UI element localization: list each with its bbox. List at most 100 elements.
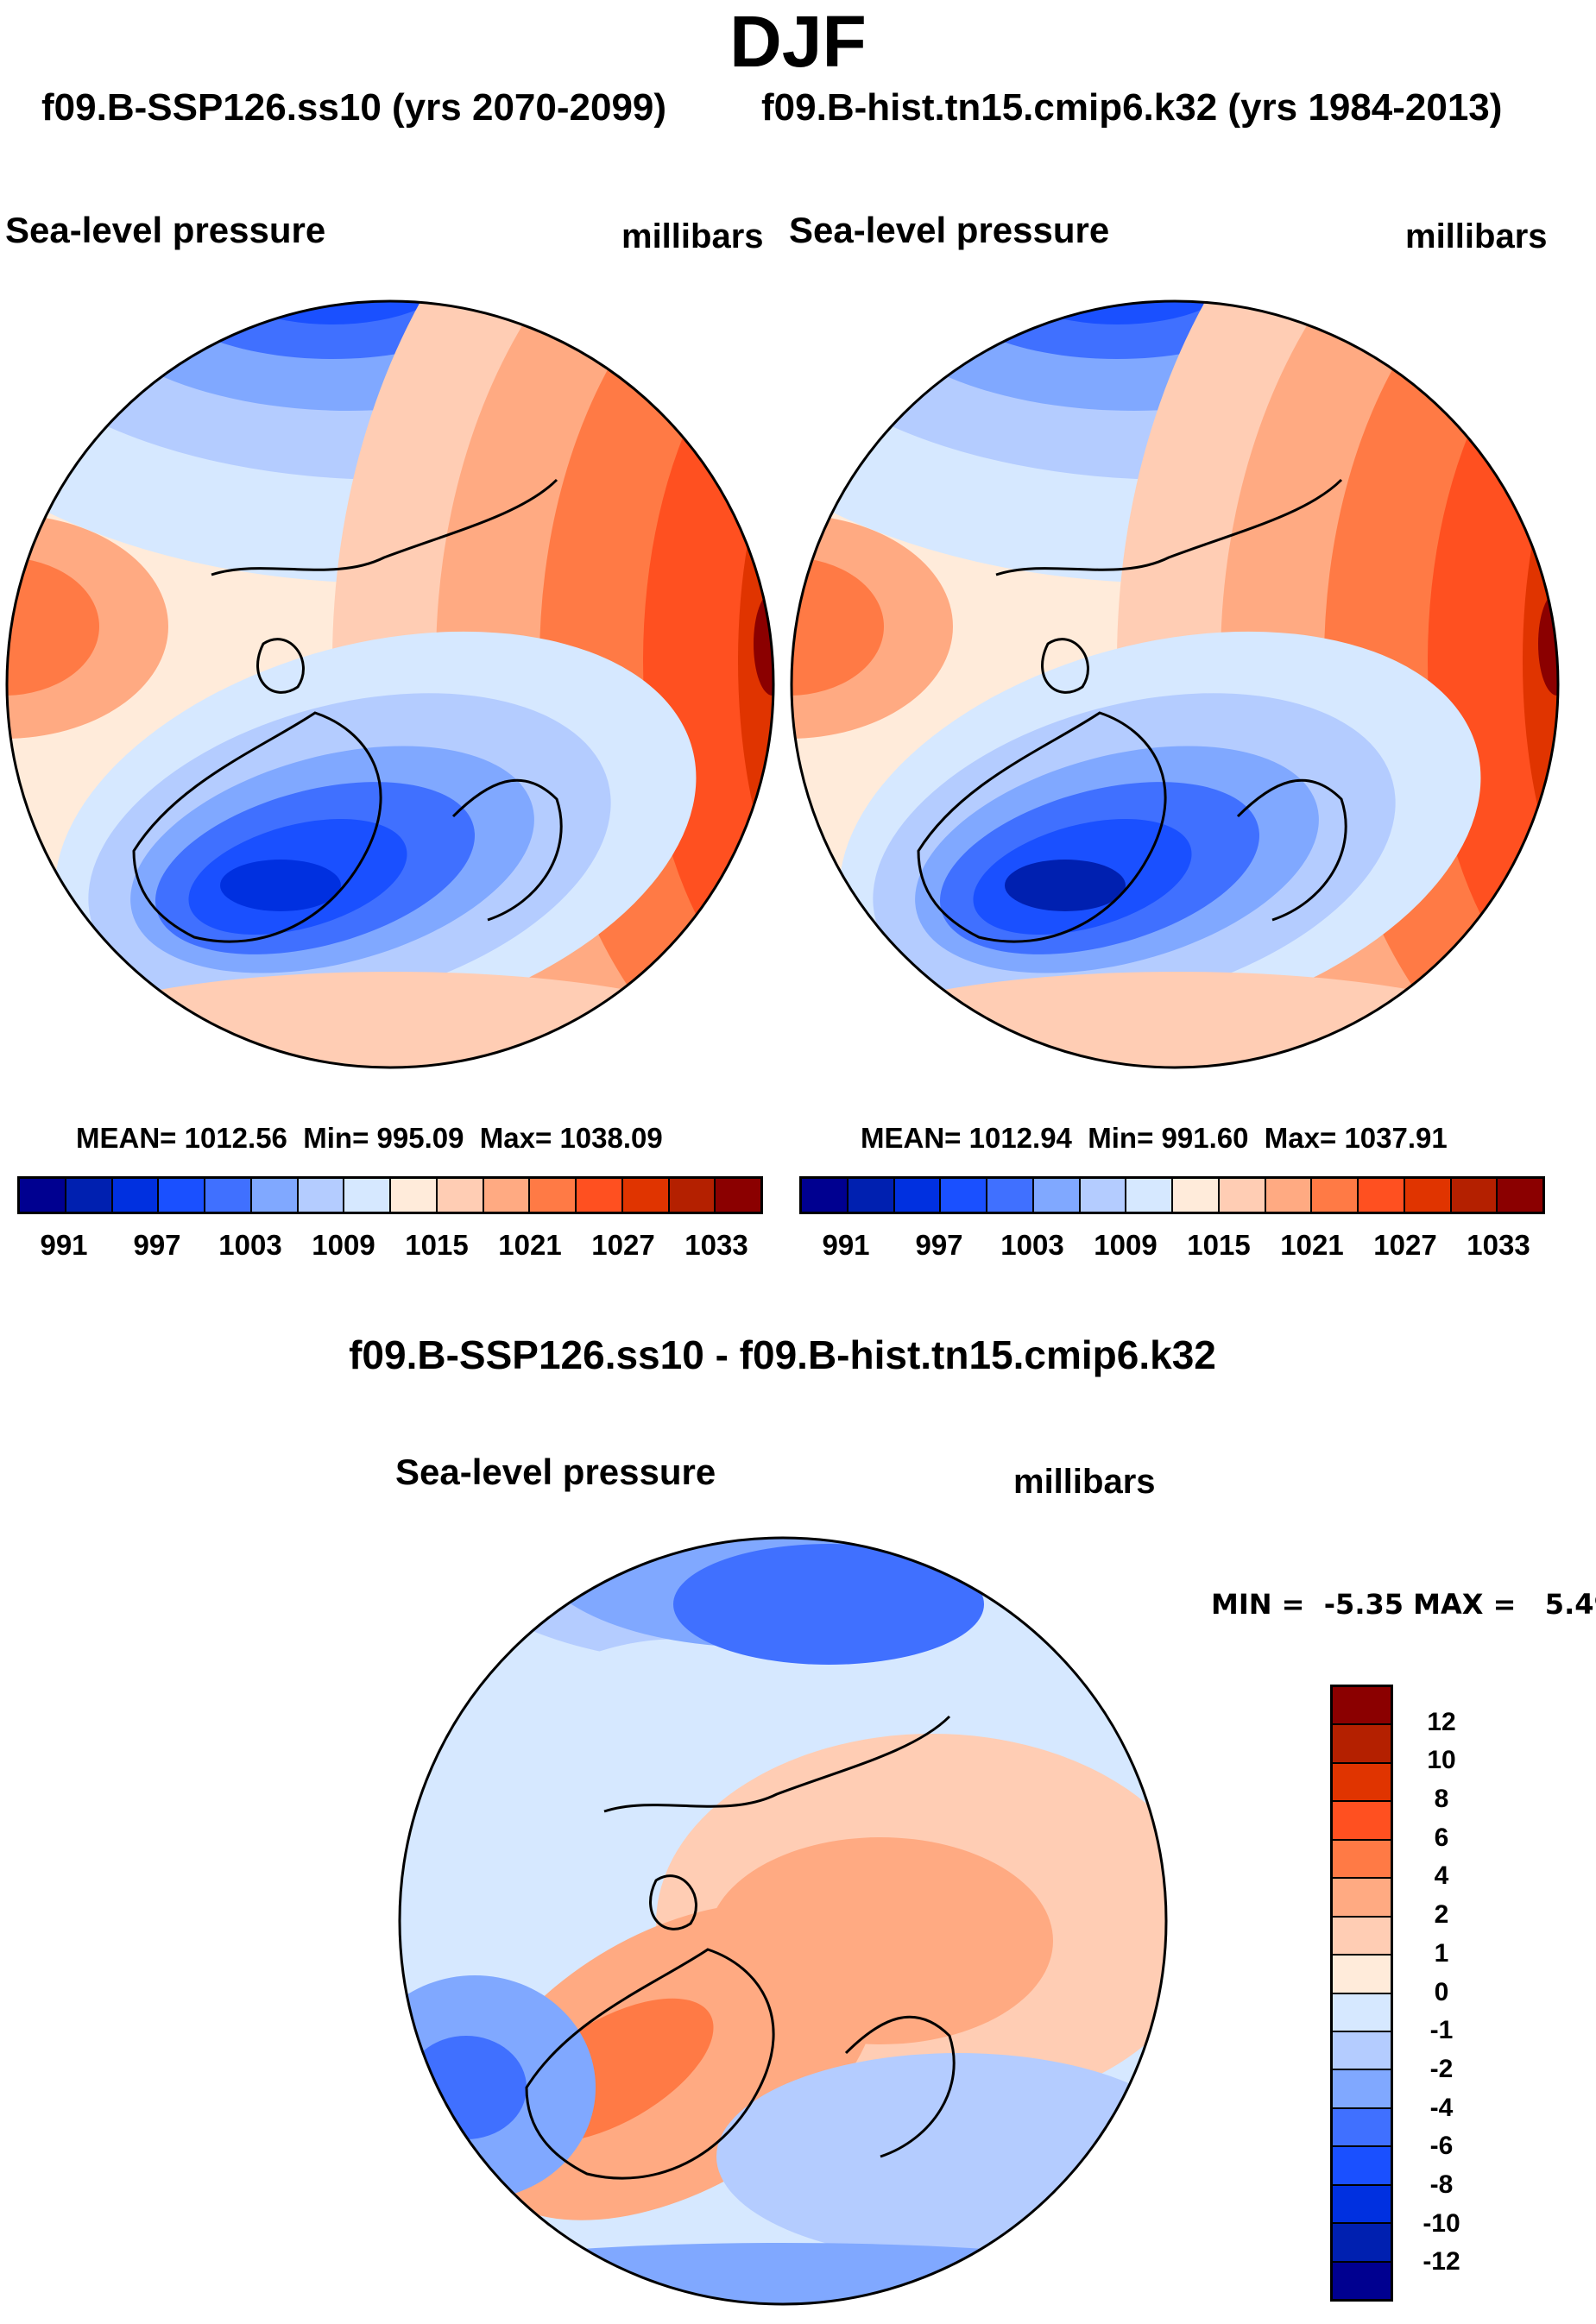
colorbar-tick-label: -2: [1429, 2054, 1454, 2083]
left-stats: MEAN= 1012.56 Min= 995.09 Max= 1038.09: [76, 1122, 663, 1154]
colorbar-swatch: [987, 1179, 1034, 1212]
colorbar-swatch: [530, 1179, 577, 1212]
diff-minmax: MIN = -5.35 MAX = 5.49: [1211, 1588, 1596, 1621]
colorbar-swatch: [1333, 1956, 1391, 1994]
colorbar-swatch: [1333, 1802, 1391, 1841]
map-boundary: [5, 299, 775, 1069]
colorbar-tick-label: 1015: [405, 1229, 469, 1261]
colorbar-tick-label: 1033: [684, 1229, 748, 1261]
left-polar-map: [5, 299, 775, 1069]
contour-region: [673, 1544, 984, 1665]
colorbar-swatch: [622, 1179, 670, 1212]
colorbar-tick-label: 2: [1434, 1900, 1449, 1930]
colorbar-tick-label: -6: [1429, 2132, 1454, 2161]
right-polar-map: [790, 299, 1560, 1069]
map-boundary: [398, 1536, 1168, 2306]
colorbar-swatch: [577, 1179, 623, 1212]
contour-region: [400, 2243, 1166, 2304]
right-colorbar: [799, 1176, 1545, 1214]
colorbar-swatch: [1333, 1687, 1391, 1726]
colorbar-swatch: [1333, 1725, 1391, 1764]
colorbar-swatch: [1033, 1179, 1081, 1212]
colorbar-swatch: [1265, 1179, 1313, 1212]
colorbar-tick-label: 1033: [1467, 1229, 1530, 1261]
colorbar-tick-label: -4: [1429, 2093, 1454, 2122]
contour-region: [792, 557, 884, 696]
colorbar-swatch: [716, 1179, 760, 1212]
colorbar-tick-label: 1003: [218, 1229, 282, 1261]
colorbar-swatch: [1126, 1179, 1173, 1212]
colorbar-tick-label: 4: [1434, 1861, 1449, 1891]
colorbar-tick-label: 8: [1434, 1785, 1449, 1814]
colorbar-swatch: [20, 1179, 66, 1212]
colorbar-swatch: [941, 1179, 987, 1212]
colorbar-tick-label: 10: [1427, 1746, 1456, 1775]
colorbar-swatch: [437, 1179, 484, 1212]
colorbar-swatch: [483, 1179, 531, 1212]
colorbar-swatch: [251, 1179, 299, 1212]
colorbar-swatch: [298, 1179, 345, 1212]
contour-region: [792, 514, 953, 739]
colorbar-swatch: [894, 1179, 942, 1212]
colorbar-tick-label: 1015: [1187, 1229, 1251, 1261]
colorbar-swatch: [159, 1179, 205, 1212]
colorbar-swatch: [802, 1179, 848, 1212]
colorbar-tick-label: -12: [1423, 2247, 1460, 2277]
colorbar-swatch: [848, 1179, 895, 1212]
colorbar-swatch: [1333, 1879, 1391, 1918]
colorbar-tick-label: -8: [1429, 2170, 1454, 2199]
colorbar-tick-label: 1021: [1280, 1229, 1344, 1261]
right-stats: MEAN= 1012.94 Min= 991.60 Max= 1037.91: [861, 1122, 1448, 1154]
left-case-title: f09.B-SSP126.ss10 (yrs 2070-2099): [41, 86, 667, 129]
coastline: [132, 478, 563, 943]
colorbar-swatch: [66, 1179, 113, 1212]
contour-region: [832, 972, 1523, 1068]
diff-units: millibars: [1013, 1463, 1156, 1501]
colorbar-swatch: [1333, 2262, 1391, 2299]
left-units: millibars: [621, 217, 764, 255]
colorbar-swatch: [344, 1179, 391, 1212]
colorbar-tick-label: 997: [133, 1229, 181, 1261]
colorbar-swatch: [112, 1179, 160, 1212]
main-title: DJF: [729, 1, 867, 82]
colorbar-tick-label: 12: [1427, 1707, 1456, 1736]
colorbar-swatch: [205, 1179, 252, 1212]
colorbar-tick-label: 1027: [591, 1229, 655, 1261]
coastline: [917, 478, 1347, 943]
colorbar-swatch: [1451, 1179, 1498, 1212]
contour-region: [220, 860, 341, 911]
colorbar-swatch: [669, 1179, 716, 1212]
colorbar-swatch: [391, 1179, 438, 1212]
colorbar-swatch: [1333, 2108, 1391, 2148]
colorbar-swatch: [1333, 1993, 1391, 2032]
colorbar-tick-label: 6: [1434, 1823, 1449, 1852]
colorbar-tick-label: 991: [822, 1229, 870, 1261]
contour-region: [7, 514, 168, 739]
colorbar-swatch: [1333, 2031, 1391, 2071]
contour-region: [1005, 860, 1126, 911]
colorbar-tick-label: 991: [40, 1229, 88, 1261]
colorbar-tick-label: 1009: [312, 1229, 375, 1261]
colorbar-swatch: [1498, 1179, 1542, 1212]
diff-title: f09.B-SSP126.ss10 - f09.B-hist.tn15.cmip…: [349, 1332, 1216, 1377]
contour-region: [7, 557, 99, 696]
colorbar-tick-label: 1027: [1373, 1229, 1437, 1261]
colorbar-swatch: [1359, 1179, 1405, 1212]
map-boundary: [790, 299, 1560, 1069]
colorbar-swatch: [1219, 1179, 1266, 1212]
colorbar-tick-label: 997: [915, 1229, 963, 1261]
colorbar-tick-label: 1: [1434, 1938, 1449, 1968]
left-colorbar: [17, 1176, 763, 1214]
colorbar-tick-label: 1003: [1000, 1229, 1064, 1261]
colorbar-swatch: [1173, 1179, 1220, 1212]
diff-variable: Sea-level pressure: [395, 1452, 716, 1492]
contour-region: [47, 972, 738, 1068]
colorbar-tick-label: 1021: [498, 1229, 562, 1261]
colorbar-swatch: [1333, 2224, 1391, 2263]
colorbar-swatch: [1333, 1763, 1391, 1803]
colorbar-swatch: [1333, 2147, 1391, 2186]
colorbar-tick-label: -1: [1429, 2016, 1454, 2045]
right-case-title: f09.B-hist.tn15.cmip6.k32 (yrs 1984-2013…: [761, 86, 1503, 129]
colorbar-swatch: [1404, 1179, 1452, 1212]
